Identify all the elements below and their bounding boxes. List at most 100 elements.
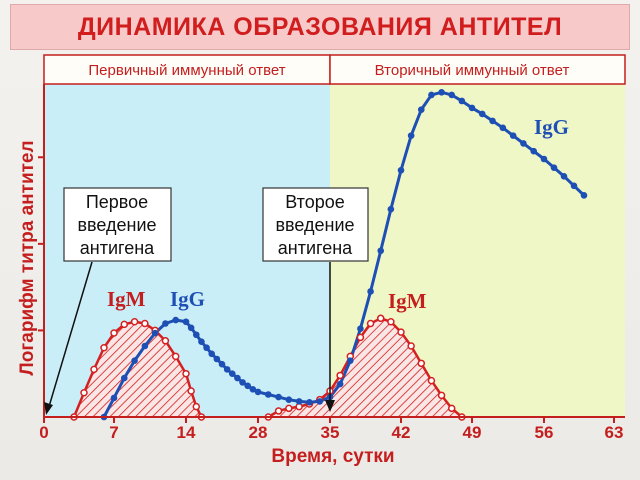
igg-point <box>377 247 385 255</box>
igg-point <box>357 325 364 332</box>
page-title: ДИНАМИКА ОБРАЗОВАНИЯ АНТИТЕЛ <box>77 12 563 41</box>
igm-point <box>130 318 139 326</box>
igg-point <box>306 398 313 406</box>
igm-point <box>417 359 426 368</box>
igg-point <box>275 393 282 401</box>
igg-point <box>131 357 138 365</box>
igg-point <box>468 104 476 112</box>
second-injection-line-3: антигена <box>278 238 353 258</box>
igm-point <box>376 314 385 323</box>
igg-point <box>489 117 496 125</box>
igg-point <box>141 342 149 350</box>
igg-point <box>192 331 200 339</box>
igg-point <box>509 132 517 139</box>
second-injection-box <box>262 187 369 262</box>
igg-point <box>367 288 374 295</box>
first-injection-arrow <box>47 261 93 411</box>
igg-point <box>520 140 527 147</box>
igg-point <box>550 164 558 171</box>
first-injection-box <box>63 187 172 262</box>
igg-secondary-label: IgG <box>534 115 569 139</box>
igg-point <box>407 132 415 139</box>
igm-point <box>274 407 283 415</box>
first-injection-line-3: антигена <box>80 238 155 258</box>
igg-point <box>239 379 246 386</box>
igg-point <box>540 155 548 163</box>
x-axis-title: Время, сутки <box>271 446 394 467</box>
igm-primary-label: IgM <box>107 287 146 311</box>
igg-point <box>499 124 507 132</box>
igg-point <box>478 110 486 118</box>
igm-point <box>192 402 201 411</box>
igg-primary-label: IgG <box>170 287 205 311</box>
igg-point <box>208 350 216 358</box>
igg-point <box>151 329 159 337</box>
igg-point <box>417 106 425 113</box>
x-tick-label: 0 <box>39 423 48 442</box>
igg-point <box>530 147 538 155</box>
igg-point <box>285 396 293 403</box>
igg-point <box>336 380 344 388</box>
igg-point <box>234 374 241 382</box>
igg-point <box>570 182 578 190</box>
first-injection-line-1: Первое <box>86 192 148 212</box>
igg-point <box>346 357 354 365</box>
igm-point <box>437 391 446 400</box>
igm-point <box>427 376 436 385</box>
igg-point <box>120 374 128 382</box>
igg-point <box>223 366 231 373</box>
igg-point <box>198 338 205 345</box>
second-injection-arrowhead <box>325 400 335 412</box>
secondary-phase-header <box>329 54 626 85</box>
igg-point <box>438 89 445 96</box>
x-tick-label: 14 <box>177 423 196 442</box>
x-tick-label: 35 <box>321 423 340 442</box>
first-injection-line-2: введение <box>77 215 156 235</box>
igg-point <box>172 316 180 324</box>
igg-point <box>203 344 210 352</box>
igm-point <box>187 387 195 395</box>
igg-point <box>187 324 195 332</box>
title-band: ДИНАМИКА ОБРАЗОВАНИЯ АНТИТЕЛ <box>10 4 630 50</box>
secondary-phase-label: Вторичный иммунный ответ <box>375 62 570 79</box>
x-tick-label: 63 <box>605 423 624 442</box>
igm-point <box>171 352 180 361</box>
igm-point <box>110 329 118 337</box>
primary-phase-header <box>43 54 331 85</box>
igg-point <box>110 394 118 402</box>
second-injection-annotation: Второе введение антигена <box>262 187 369 412</box>
igm-point <box>90 365 98 374</box>
first-injection-annotation: Первое введение антигена <box>44 187 172 415</box>
igg-point <box>580 192 588 199</box>
igm-point <box>387 318 395 326</box>
igm-secondary-label: IgM <box>388 289 427 313</box>
x-tick-label: 28 <box>249 423 268 442</box>
igg-point <box>448 91 456 99</box>
igm-point <box>407 342 415 350</box>
igg-point <box>264 391 272 398</box>
y-axis-title: Логарифм титра антител <box>17 140 38 375</box>
x-tick-label: 7 <box>109 423 118 442</box>
igg-point <box>213 355 221 363</box>
igm-point <box>141 319 149 328</box>
igg-point <box>295 398 303 405</box>
igg-point <box>254 388 262 396</box>
igm-point <box>285 404 293 413</box>
igg-point <box>249 385 257 393</box>
igm-area-1 <box>268 318 462 417</box>
igg-point <box>316 398 324 405</box>
igm-point <box>356 333 365 342</box>
x-tick-label: 56 <box>535 423 554 442</box>
first-injection-arrowhead <box>44 402 53 415</box>
igg-point <box>560 173 568 180</box>
igg-point <box>182 318 190 326</box>
second-injection-line-1: Второе <box>285 192 345 212</box>
igg-point <box>228 370 236 378</box>
igm-point <box>100 343 108 352</box>
igg-point <box>244 382 252 390</box>
igm-point <box>161 337 170 345</box>
igm-point <box>397 328 405 336</box>
igm-point <box>336 371 344 380</box>
igg-point <box>458 97 466 105</box>
